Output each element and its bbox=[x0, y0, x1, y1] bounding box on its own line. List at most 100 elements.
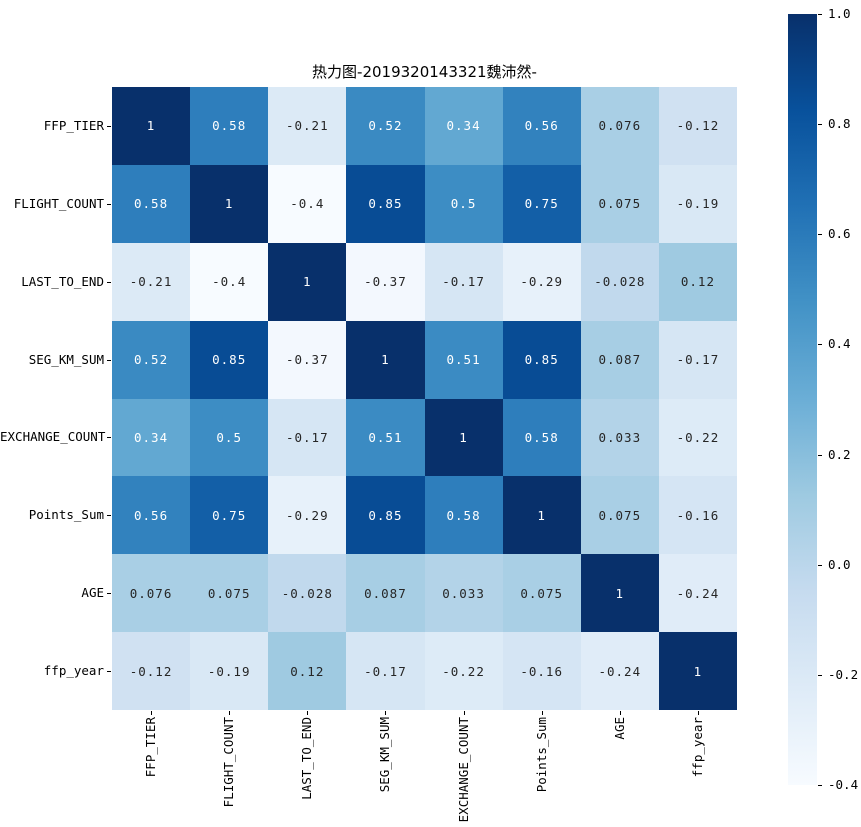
heatmap-cell: 0.087 bbox=[580, 320, 659, 399]
heatmap-cell: 0.58 bbox=[112, 164, 191, 243]
x-axis-tick bbox=[463, 711, 465, 715]
heatmap-cell: -0.29 bbox=[268, 476, 347, 555]
heatmap-cell: 1 bbox=[346, 320, 425, 399]
heatmap-cell: 0.58 bbox=[502, 398, 581, 477]
heatmap-cell: 0.075 bbox=[502, 554, 581, 633]
heatmap-cell: 0.12 bbox=[268, 632, 347, 710]
heatmap-cell: 0.34 bbox=[112, 398, 191, 477]
colorbar-tick bbox=[818, 124, 822, 126]
heatmap-cell: 0.56 bbox=[502, 87, 581, 165]
heatmap-cell: 1 bbox=[658, 632, 737, 710]
y-axis-tick bbox=[107, 281, 111, 283]
y-axis-label: FFP_TIER bbox=[43, 117, 104, 133]
colorbar-tick-label: -0.2 bbox=[828, 666, 859, 682]
x-axis-label: LAST_TO_END bbox=[299, 717, 315, 800]
y-axis-label: Points_Sum bbox=[28, 507, 104, 523]
x-axis-tick bbox=[619, 711, 621, 715]
y-axis-tick bbox=[107, 203, 111, 205]
colorbar bbox=[788, 14, 817, 785]
colorbar-tick bbox=[818, 14, 822, 15]
colorbar-tick-label: 0.8 bbox=[828, 116, 851, 132]
heatmap-cell: 1 bbox=[580, 554, 659, 633]
heatmap-cell: -0.17 bbox=[346, 632, 425, 710]
y-axis-tick bbox=[107, 437, 111, 439]
heatmap-cell: 0.51 bbox=[424, 320, 503, 399]
x-axis-tick bbox=[697, 711, 699, 715]
heatmap-cell: 0.34 bbox=[424, 87, 503, 165]
colorbar-tick bbox=[818, 454, 822, 456]
y-axis-tick bbox=[107, 671, 111, 673]
x-axis-tick bbox=[541, 711, 543, 715]
heatmap-cell: 0.85 bbox=[502, 320, 581, 399]
heatmap-cell: 0.85 bbox=[346, 476, 425, 555]
y-axis-label: LAST_TO_END bbox=[21, 273, 104, 289]
x-axis-label: FLIGHT_COUNT bbox=[221, 717, 237, 808]
x-axis-tick bbox=[307, 711, 309, 715]
x-axis-label: Points_Sum bbox=[533, 717, 549, 793]
heatmap-cell: -0.12 bbox=[112, 632, 191, 710]
colorbar-tick-label: 1.0 bbox=[828, 6, 851, 21]
heatmap-cell: -0.17 bbox=[268, 398, 347, 477]
heatmap-cell: 0.076 bbox=[580, 87, 659, 165]
colorbar-tick-label: -0.4 bbox=[828, 777, 859, 792]
heatmap-cell: 0.033 bbox=[580, 398, 659, 477]
heatmap-cell: -0.22 bbox=[658, 398, 737, 477]
heatmap-cell: -0.17 bbox=[424, 242, 503, 321]
heatmap-cell: 0.75 bbox=[190, 476, 269, 555]
heatmap-cell: 0.51 bbox=[346, 398, 425, 477]
y-axis-tick bbox=[107, 593, 111, 595]
heatmap-cell: -0.17 bbox=[658, 320, 737, 399]
x-axis-tick bbox=[229, 711, 231, 715]
heatmap-cell: 1 bbox=[268, 242, 347, 321]
y-axis-label: AGE bbox=[81, 585, 104, 601]
heatmap-cell: 0.5 bbox=[424, 164, 503, 243]
heatmap-cell: -0.4 bbox=[190, 242, 269, 321]
heatmap-cell: 0.85 bbox=[190, 320, 269, 399]
y-axis-label: SEG_KM_SUM bbox=[28, 351, 104, 367]
heatmap-cell: 0.58 bbox=[424, 476, 503, 555]
heatmap-cell: 1 bbox=[190, 164, 269, 243]
y-axis-tick bbox=[107, 515, 111, 517]
colorbar-tick bbox=[818, 785, 822, 786]
x-axis-tick bbox=[385, 711, 387, 715]
heatmap-cell: 0.076 bbox=[112, 554, 191, 633]
heatmap-cell: 1 bbox=[112, 87, 191, 165]
heatmap-cell: -0.19 bbox=[190, 632, 269, 710]
heatmap-cell: -0.24 bbox=[658, 554, 737, 633]
y-axis-tick bbox=[107, 359, 111, 361]
heatmap-cell: 0.075 bbox=[580, 164, 659, 243]
heatmap-cell: -0.24 bbox=[580, 632, 659, 710]
colorbar-tick-label: 0.6 bbox=[828, 226, 851, 242]
heatmap-cell: 1 bbox=[424, 398, 503, 477]
heatmap-cell: -0.19 bbox=[658, 164, 737, 243]
heatmap-cell: 0.75 bbox=[502, 164, 581, 243]
colorbar-tick bbox=[818, 564, 822, 566]
colorbar-tick bbox=[818, 344, 822, 346]
heatmap-cell: 0.5 bbox=[190, 398, 269, 477]
heatmap-cell: 0.075 bbox=[580, 476, 659, 555]
y-axis-label: FLIGHT_COUNT bbox=[13, 195, 104, 211]
heatmap-cell: 0.075 bbox=[190, 554, 269, 633]
x-axis-label: ffp_year bbox=[689, 717, 705, 778]
x-axis-label: AGE bbox=[611, 717, 627, 740]
y-axis-tick bbox=[107, 125, 111, 127]
heatmap-cell: 0.58 bbox=[190, 87, 269, 165]
heatmap-cell: -0.37 bbox=[346, 242, 425, 321]
heatmap-cell: -0.22 bbox=[424, 632, 503, 710]
heatmap-cell: 0.52 bbox=[346, 87, 425, 165]
heatmap-cell: 0.56 bbox=[112, 476, 191, 555]
heatmap-cell: 0.033 bbox=[424, 554, 503, 633]
colorbar-tick-label: 0.2 bbox=[828, 446, 851, 462]
x-axis-tick bbox=[151, 711, 153, 715]
heatmap-cell: -0.37 bbox=[268, 320, 347, 399]
heatmap-cell: -0.16 bbox=[658, 476, 737, 555]
heatmap-cell: 0.85 bbox=[346, 164, 425, 243]
heatmap-cell: -0.028 bbox=[268, 554, 347, 633]
heatmap-cell: -0.21 bbox=[268, 87, 347, 165]
chart-title: 热力图-2019320143321魏沛然- bbox=[312, 63, 537, 81]
heatmap-cell: 0.12 bbox=[658, 242, 737, 321]
heatmap-cell: 0.52 bbox=[112, 320, 191, 399]
heatmap-grid: 1 0.58 -0.21 0.52 0.34 0.56 0.076 -0.12 0.58 1 -0.… bbox=[112, 87, 737, 710]
heatmap-cell: -0.21 bbox=[112, 242, 191, 321]
